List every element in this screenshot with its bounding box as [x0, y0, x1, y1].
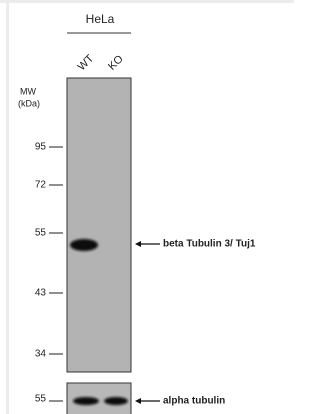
marker-label: 43 [35, 288, 47, 299]
arrow-head [135, 398, 141, 404]
left-border [6, 0, 9, 414]
mw-label: (kDa) [18, 98, 40, 108]
page: HeLa WT KO MW (kDa) 95 72 55 43 34 beta … [0, 0, 294, 414]
cell-line: HeLa [86, 12, 115, 26]
marker-label: 55 [35, 394, 47, 405]
marker-label: 55 [35, 228, 47, 239]
marker-label: 95 [35, 142, 47, 153]
loading-band [73, 397, 99, 405]
loading-band [104, 397, 128, 405]
top-border [0, 0, 294, 3]
lane-label: WT [76, 52, 97, 73]
mw-label: MW [20, 86, 36, 96]
lane-label: KO [106, 53, 126, 73]
band [70, 239, 98, 251]
arrow-head [135, 241, 141, 247]
marker-label: 72 [35, 180, 47, 191]
band-label: beta Tubulin 3/ Tuj1 [163, 239, 256, 250]
blot [67, 78, 131, 372]
loading-label: alpha tubulin [163, 396, 225, 407]
marker-label: 34 [35, 349, 47, 360]
figure: HeLa WT KO MW (kDa) 95 72 55 43 34 beta … [0, 0, 294, 414]
